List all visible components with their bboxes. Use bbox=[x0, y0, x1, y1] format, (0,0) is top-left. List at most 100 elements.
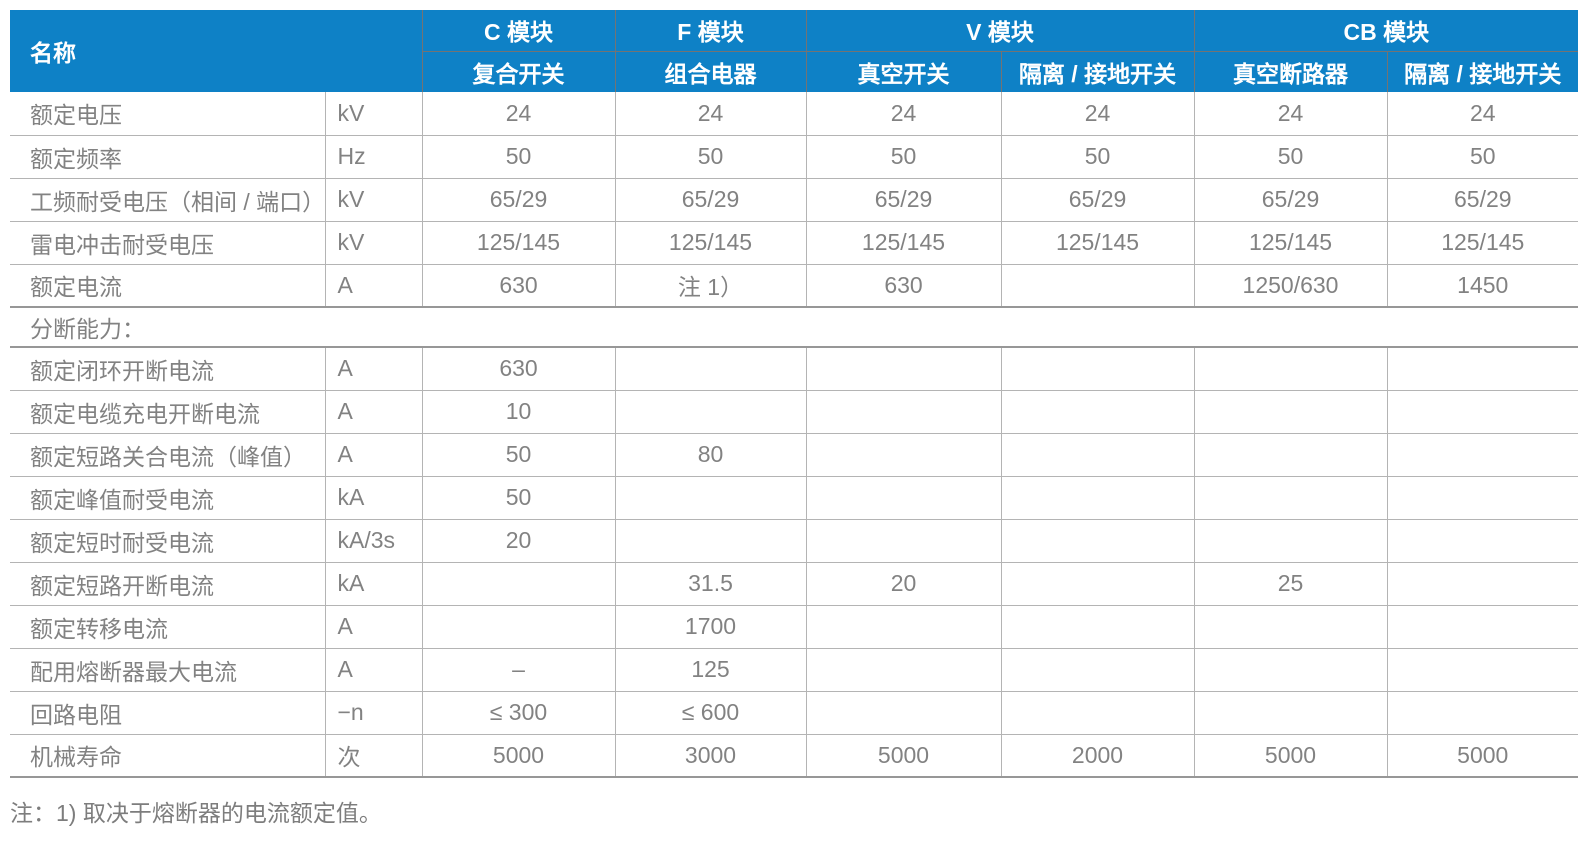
row-label: 额定短时耐受电流 bbox=[10, 519, 326, 563]
cell-value: 1700 bbox=[615, 605, 807, 649]
cell-value bbox=[1194, 519, 1388, 563]
footnote: 注：1) 取决于熔断器的电流额定值。 bbox=[10, 800, 382, 826]
cell-value bbox=[806, 605, 1002, 649]
spec-table-body: 额定电压 kV 24 24 24 24 24 24 额定频率 Hz 50 50 50 50 50 50 工频耐受… bbox=[10, 92, 1579, 778]
cell-value: 630 bbox=[422, 347, 616, 391]
row-unit: kA bbox=[325, 562, 423, 606]
cell-value bbox=[806, 347, 1002, 391]
row-unit: −n bbox=[325, 691, 423, 735]
cell-value bbox=[1001, 347, 1195, 391]
header-group-row: 名称 C 模块 F 模块 V 模块 CB 模块 bbox=[10, 10, 1579, 92]
cell-value: 50 bbox=[615, 135, 807, 179]
row-label: 额定电缆充电开断电流 bbox=[10, 390, 326, 434]
cell-value bbox=[1387, 390, 1579, 434]
cell-value bbox=[1194, 347, 1388, 391]
cell-value: 24 bbox=[806, 92, 1002, 136]
table-row: 额定电压 kV 24 24 24 24 24 24 bbox=[10, 92, 1579, 136]
cell-value bbox=[1387, 476, 1579, 520]
row-label: 额定短路关合电流（峰值） bbox=[10, 433, 326, 477]
cell-value bbox=[1001, 605, 1195, 649]
cell-value: 50 bbox=[422, 476, 616, 520]
cell-value bbox=[1001, 476, 1195, 520]
table-row: 工频耐受电压（相间 / 端口） kV 65/29 65/29 65/29 65/29 65/… bbox=[10, 178, 1579, 222]
cell-value bbox=[1387, 347, 1579, 391]
header-sub-cb-vacuum-breaker: 真空断路器 bbox=[1193, 51, 1388, 92]
cell-value: 24 bbox=[615, 92, 807, 136]
row-label: 额定短路开断电流 bbox=[10, 562, 326, 606]
header-sub-v-disconnector: 隔离 / 接地开关 bbox=[1000, 51, 1195, 92]
row-unit: A bbox=[325, 605, 423, 649]
row-label: 额定频率 bbox=[10, 135, 326, 179]
cell-value bbox=[1001, 264, 1195, 308]
cell-value: 65/29 bbox=[1194, 178, 1388, 222]
row-label: 额定电流 bbox=[10, 264, 326, 308]
cell-value: 80 bbox=[615, 433, 807, 477]
row-label: 配用熔断器最大电流 bbox=[10, 648, 326, 692]
cell-value: 125/145 bbox=[615, 221, 807, 265]
table-row: 额定电缆充电开断电流 A 10 bbox=[10, 390, 1579, 434]
cell-value: 5000 bbox=[422, 734, 616, 778]
cell-value bbox=[806, 519, 1002, 563]
cell-value: 24 bbox=[1194, 92, 1388, 136]
cell-value bbox=[806, 691, 1002, 735]
table-row: 额定峰值耐受电流 kA 50 bbox=[10, 476, 1579, 520]
spec-table: 名称 C 模块 F 模块 V 模块 CB 模块 复合开关 组合电器 真空开关 隔… bbox=[10, 10, 1579, 778]
cell-value: 3000 bbox=[615, 734, 807, 778]
cell-value: 65/29 bbox=[615, 178, 807, 222]
cell-value: 20 bbox=[422, 519, 616, 563]
cell-value: 5000 bbox=[806, 734, 1002, 778]
row-label: 机械寿命 bbox=[10, 734, 326, 778]
header-group-f: F 模块 bbox=[614, 10, 806, 52]
row-unit: 次 bbox=[325, 734, 423, 778]
cell-value: 65/29 bbox=[806, 178, 1002, 222]
row-unit: A bbox=[325, 390, 423, 434]
cell-value: 50 bbox=[1194, 135, 1388, 179]
cell-value bbox=[1194, 390, 1388, 434]
cell-value bbox=[422, 605, 616, 649]
header-sub-cb-disconnector: 隔离 / 接地开关 bbox=[1386, 51, 1579, 92]
row-label: 回路电阻 bbox=[10, 691, 326, 735]
row-unit: kV bbox=[325, 221, 423, 265]
cell-value: 25 bbox=[1194, 562, 1388, 606]
cell-value: 125/145 bbox=[1001, 221, 1195, 265]
cell-value: ≤ 600 bbox=[615, 691, 807, 735]
cell-value: 20 bbox=[806, 562, 1002, 606]
table-row: 额定短时耐受电流 kA/3s 20 bbox=[10, 519, 1579, 563]
table-row: 额定闭环开断电流 A 630 bbox=[10, 347, 1579, 391]
cell-value bbox=[1387, 562, 1579, 606]
cell-value: 630 bbox=[422, 264, 616, 308]
cell-value bbox=[1001, 648, 1195, 692]
cell-value bbox=[1387, 605, 1579, 649]
table-row: 回路电阻 −n ≤ 300 ≤ 600 bbox=[10, 691, 1579, 735]
cell-value: 65/29 bbox=[1387, 178, 1579, 222]
row-unit: A bbox=[325, 648, 423, 692]
table-row: 额定短路关合电流（峰值） A 50 80 bbox=[10, 433, 1579, 477]
cell-value: 50 bbox=[806, 135, 1002, 179]
cell-value bbox=[1194, 605, 1388, 649]
row-unit: kV bbox=[325, 92, 423, 136]
cell-value: 125/145 bbox=[1194, 221, 1388, 265]
cell-value bbox=[1194, 476, 1388, 520]
cell-value bbox=[1001, 519, 1195, 563]
row-label: 工频耐受电压（相间 / 端口） bbox=[10, 178, 326, 222]
cell-value: 125/145 bbox=[1387, 221, 1579, 265]
table-row: 额定电流 A 630 注 1） 630 1250/630 1450 bbox=[10, 264, 1579, 308]
cell-value: 1450 bbox=[1387, 264, 1579, 308]
row-unit: kV bbox=[325, 178, 423, 222]
cell-value: 31.5 bbox=[615, 562, 807, 606]
cell-value: – bbox=[422, 648, 616, 692]
cell-value: ≤ 300 bbox=[422, 691, 616, 735]
cell-value bbox=[1194, 433, 1388, 477]
row-label: 额定电压 bbox=[10, 92, 326, 136]
cell-value: 65/29 bbox=[1001, 178, 1195, 222]
table-row: 配用熔断器最大电流 A –125 bbox=[10, 648, 1579, 692]
cell-value: 125/145 bbox=[806, 221, 1002, 265]
cell-value bbox=[806, 433, 1002, 477]
cell-value bbox=[1387, 648, 1579, 692]
cell-value bbox=[615, 347, 807, 391]
header-sub-v-vacuum-switch: 真空开关 bbox=[805, 51, 1001, 92]
cell-value bbox=[615, 390, 807, 434]
cell-value bbox=[806, 648, 1002, 692]
cell-value: 50 bbox=[422, 433, 616, 477]
row-unit: A bbox=[325, 433, 423, 477]
